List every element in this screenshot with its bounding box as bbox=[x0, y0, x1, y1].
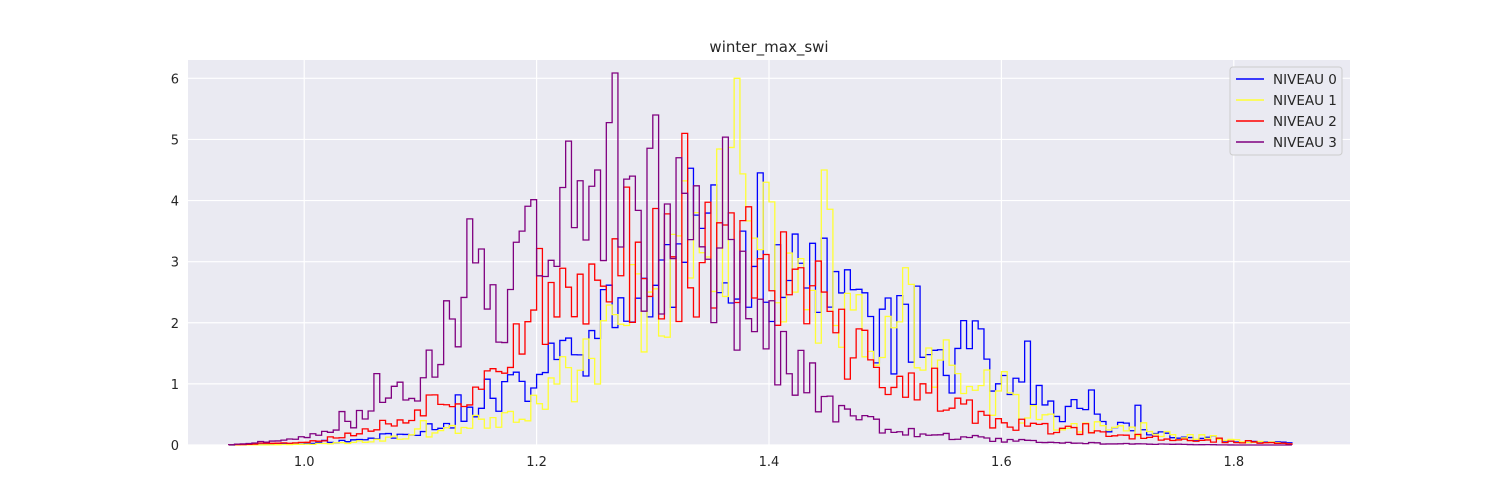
y-tick-label: 0 bbox=[171, 439, 179, 454]
series-line-niveau-2 bbox=[228, 132, 1293, 446]
legend: NIVEAU 0 NIVEAU 1 NIVEAU 2 NIVEAU 3 bbox=[1229, 66, 1343, 156]
chart-title: winter_max_swi bbox=[709, 38, 828, 57]
x-tick-label: 1.8 bbox=[1223, 455, 1244, 470]
y-tick-label: 3 bbox=[171, 256, 179, 271]
y-tick-label: 4 bbox=[171, 195, 179, 210]
x-axis-ticks: 1.0 1.2 1.4 1.6 1.8 bbox=[294, 455, 1244, 470]
legend-label: NIVEAU 3 bbox=[1273, 135, 1337, 151]
y-tick-label: 5 bbox=[171, 133, 179, 148]
x-tick-label: 1.0 bbox=[294, 455, 315, 470]
x-tick-label: 1.2 bbox=[526, 455, 547, 470]
legend-label: NIVEAU 2 bbox=[1273, 114, 1337, 130]
y-tick-label: 1 bbox=[171, 378, 179, 393]
y-axis-ticks: 0 1 2 3 4 5 6 bbox=[171, 72, 179, 454]
x-tick-label: 1.6 bbox=[991, 455, 1012, 470]
legend-label: NIVEAU 0 bbox=[1273, 72, 1337, 88]
series-layer bbox=[228, 72, 1293, 446]
legend-label: NIVEAU 1 bbox=[1273, 93, 1337, 109]
y-tick-label: 6 bbox=[171, 72, 179, 87]
legend-box bbox=[1229, 66, 1343, 156]
y-tick-label: 2 bbox=[171, 317, 179, 332]
series-line-niveau-3 bbox=[228, 72, 1292, 446]
series-line-niveau-1 bbox=[228, 77, 1293, 446]
x-tick-label: 1.4 bbox=[759, 455, 780, 470]
